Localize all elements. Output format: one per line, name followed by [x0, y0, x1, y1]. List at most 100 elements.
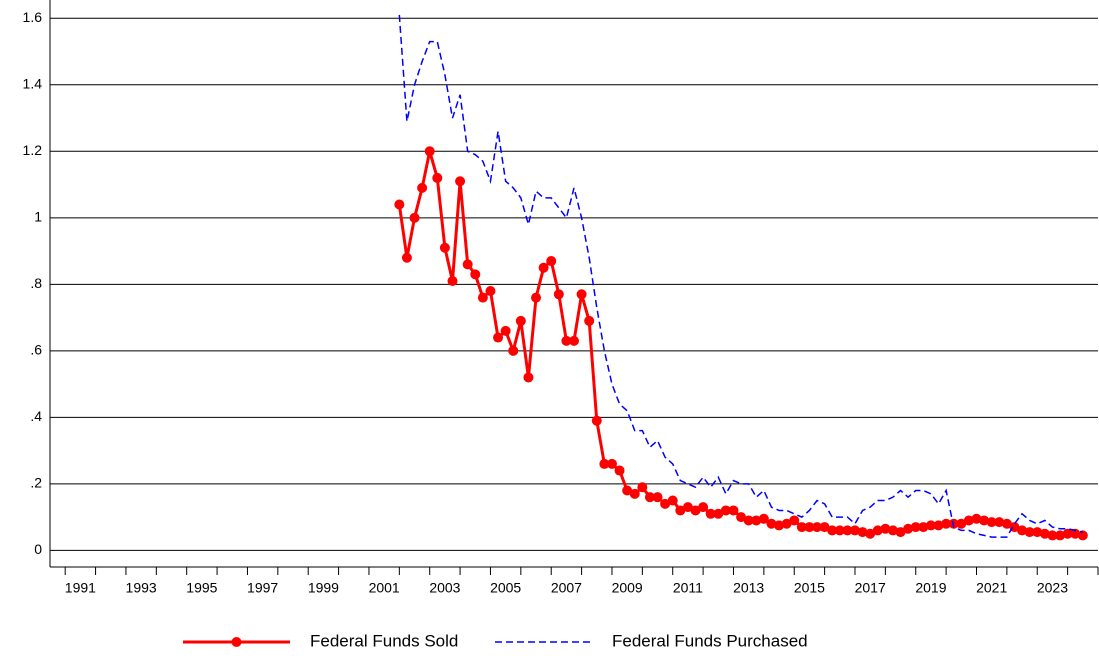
point: [971, 513, 982, 524]
x-tick-label: 1995: [186, 580, 217, 596]
point: [667, 495, 678, 506]
point: [713, 508, 724, 519]
y-tick-label: 1.6: [23, 9, 43, 25]
point: [432, 172, 443, 183]
point: [774, 520, 785, 531]
point: [758, 513, 769, 524]
point: [789, 515, 800, 526]
x-tick-label: 2009: [612, 580, 643, 596]
point: [439, 242, 450, 253]
point: [409, 212, 420, 223]
y-tick-label: 1: [34, 209, 42, 225]
point: [531, 292, 542, 303]
point: [720, 505, 731, 516]
point: [629, 488, 640, 499]
point: [698, 502, 709, 513]
point: [872, 525, 883, 536]
point: [470, 269, 481, 280]
point: [1001, 518, 1012, 529]
point: [477, 292, 488, 303]
point: [576, 289, 587, 300]
point: [751, 515, 762, 526]
x-tick-label: 1991: [65, 580, 96, 596]
point: [622, 485, 633, 496]
point: [417, 182, 428, 193]
point: [515, 315, 526, 326]
y-tick-label: .4: [30, 408, 42, 424]
point: [994, 517, 1005, 528]
point: [424, 146, 435, 157]
point: [553, 289, 564, 300]
point: [508, 345, 519, 356]
x-tick-label: 2013: [733, 580, 764, 596]
point: [781, 518, 792, 529]
point: [796, 522, 807, 533]
point: [1024, 527, 1035, 538]
point: [1055, 530, 1066, 541]
point: [956, 518, 967, 529]
point: [887, 525, 898, 536]
point: [660, 498, 671, 509]
y-tick-label: 0: [34, 541, 42, 557]
x-tick-label: 1997: [247, 580, 278, 596]
point: [447, 276, 458, 287]
point: [834, 525, 845, 536]
point: [455, 176, 466, 187]
point: [485, 285, 496, 296]
point: [462, 259, 473, 270]
point: [933, 520, 944, 531]
x-tick-label: 1993: [126, 580, 157, 596]
point: [918, 522, 929, 533]
y-tick-label: .8: [30, 275, 42, 291]
point: [895, 527, 906, 538]
point: [903, 523, 914, 534]
point: [606, 458, 617, 469]
x-tick-label: 2019: [915, 580, 946, 596]
point: [1070, 528, 1081, 539]
x-tick-label: 2023: [1037, 580, 1068, 596]
point: [500, 325, 511, 336]
point: [880, 523, 891, 534]
point: [842, 525, 853, 536]
point: [819, 522, 830, 533]
point: [804, 522, 815, 533]
series-line: [398, 14, 1083, 538]
point: [614, 465, 625, 476]
point: [493, 332, 504, 343]
point: [849, 525, 860, 536]
point: [1017, 525, 1028, 536]
point: [675, 505, 686, 516]
x-tick-label: 2011: [673, 580, 703, 596]
x-tick-label: 2005: [490, 580, 521, 596]
legend-label: Federal Funds Sold: [310, 631, 458, 650]
point: [584, 315, 595, 326]
point: [743, 515, 754, 526]
point: [401, 252, 412, 263]
point: [538, 262, 549, 273]
point: [394, 199, 405, 210]
point: [569, 335, 579, 346]
point: [1047, 530, 1058, 541]
point: [986, 517, 997, 528]
point: [925, 520, 936, 531]
point: [690, 505, 701, 516]
point: [865, 528, 876, 539]
point: [1039, 528, 1050, 539]
point: [591, 415, 602, 426]
point: [979, 515, 990, 526]
point: [910, 522, 921, 533]
x-tick-label: 2015: [794, 580, 825, 596]
x-tick-label: 2021: [976, 580, 1007, 596]
x-tick-label: 1999: [308, 580, 339, 596]
point: [766, 518, 777, 529]
x-tick-label: 2007: [551, 580, 582, 596]
point: [963, 515, 974, 526]
y-tick-label: .6: [30, 342, 42, 358]
point: [561, 335, 572, 346]
point: [728, 505, 739, 516]
point: [812, 522, 823, 533]
x-tick-label: 2017: [855, 580, 886, 596]
point: [546, 256, 557, 267]
point: [827, 525, 838, 536]
